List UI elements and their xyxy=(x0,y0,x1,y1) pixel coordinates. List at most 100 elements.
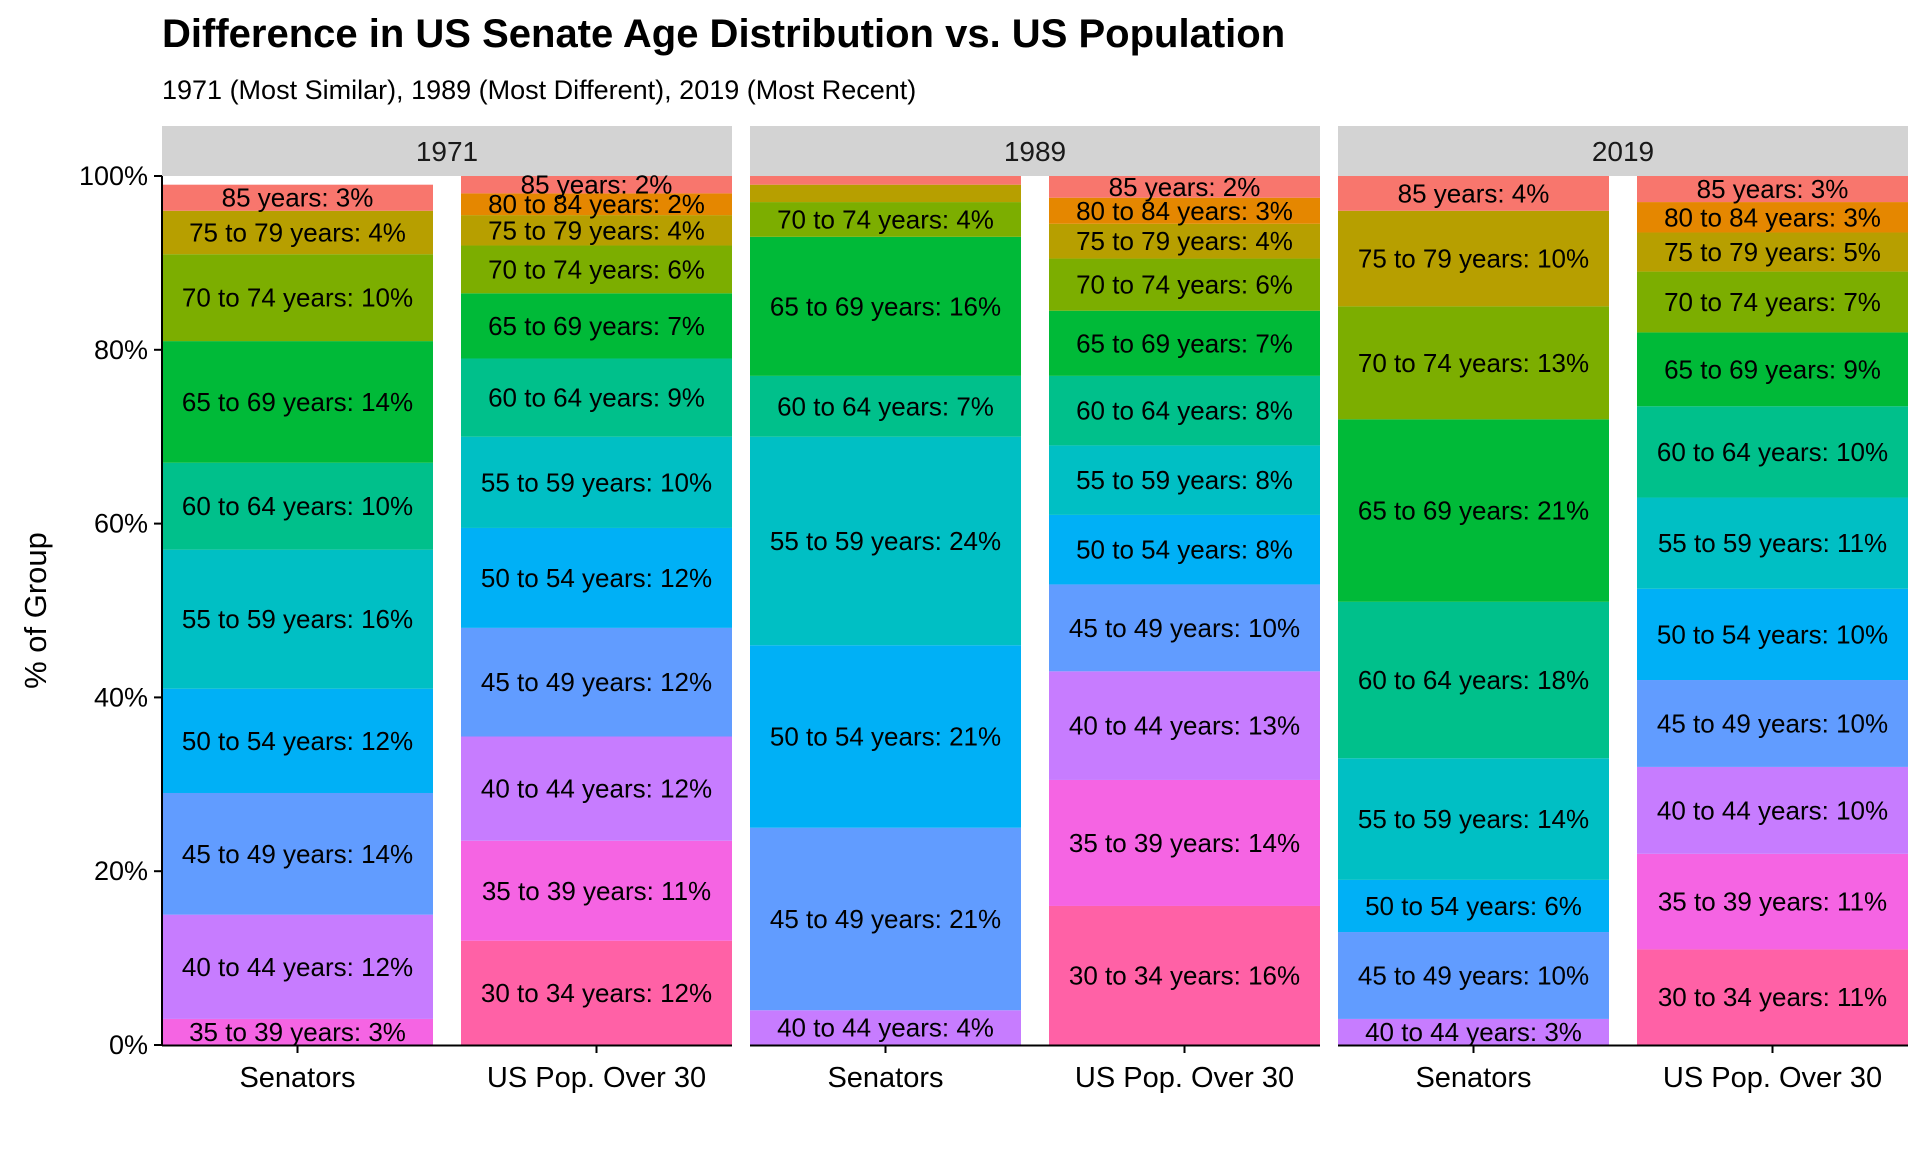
bar-segment xyxy=(1637,680,1908,767)
bar-segment xyxy=(162,549,433,689)
segment-label: 80 to 84 years: 3% xyxy=(1076,196,1293,226)
segment-label: 85 years: 2% xyxy=(521,170,673,200)
bar-segment xyxy=(1637,176,1908,203)
x-tick-label: Senators xyxy=(827,1062,943,1094)
segment-label: 85 years: 3% xyxy=(222,183,374,213)
segment-label: 80 to 84 years: 2% xyxy=(488,189,705,219)
bar-segment xyxy=(1637,588,1908,681)
segment-label: 40 to 44 years: 4% xyxy=(777,1013,994,1043)
bar-segment xyxy=(750,184,1021,203)
segment-label: 35 to 39 years: 11% xyxy=(482,876,711,906)
segment-label: 60 to 64 years: 8% xyxy=(1076,396,1293,426)
bar-segment xyxy=(1338,1018,1609,1045)
bar-segment xyxy=(461,358,732,437)
chart-title: Difference in US Senate Age Distribution… xyxy=(162,12,1286,56)
chart-subtitle: 1971 (Most Similar), 1989 (Most Differen… xyxy=(162,75,917,105)
bar-segment xyxy=(1049,197,1320,224)
segment-label: 40 to 44 years: 10% xyxy=(1657,795,1888,825)
bar-segment xyxy=(1049,445,1320,515)
bar-segment xyxy=(1637,202,1908,233)
segment-label: 55 to 59 years: 10% xyxy=(481,467,712,497)
bar-segment xyxy=(1049,375,1320,446)
bar-segment xyxy=(1637,766,1908,854)
segment-label: 75 to 79 years: 4% xyxy=(1076,226,1293,256)
bar-segment xyxy=(1338,758,1609,880)
y-tick-label: 0% xyxy=(109,1030,148,1060)
segment-label: 50 to 54 years: 12% xyxy=(481,563,712,593)
bar-senators: 40 to 44 years: 4% 45 to 49 years: 21% 50 … xyxy=(750,176,1021,1045)
segment-label: 50 to 54 years: 8% xyxy=(1076,535,1293,565)
bar-segment xyxy=(1049,905,1320,1045)
bar-segment xyxy=(1049,223,1320,259)
segment-label: 60 to 64 years: 18% xyxy=(1358,665,1589,695)
segment-label: 70 to 74 years: 7% xyxy=(1664,287,1881,317)
bar-segment xyxy=(162,184,433,211)
bar-segment xyxy=(461,293,732,359)
bar-segment xyxy=(162,792,433,915)
segment-label: 60 to 64 years: 10% xyxy=(182,491,413,521)
segment-label: 30 to 34 years: 11% xyxy=(1658,982,1887,1012)
bar-segment xyxy=(162,254,433,342)
segment-label: 55 to 59 years: 11% xyxy=(1658,528,1887,558)
bar-segment xyxy=(1637,332,1908,407)
segment-label: 50 to 54 years: 12% xyxy=(182,726,413,756)
bar-segment xyxy=(1049,779,1320,906)
bar-segment xyxy=(461,940,732,1045)
segment-label: 70 to 74 years: 6% xyxy=(488,254,705,284)
bar-segment xyxy=(1049,176,1320,198)
facet-strip xyxy=(162,126,732,176)
bar-segment xyxy=(461,527,732,628)
segment-label: 75 to 79 years: 4% xyxy=(189,217,406,247)
bar-segment xyxy=(1049,584,1320,672)
bar-segment xyxy=(1049,671,1320,780)
segment-label: 30 to 34 years: 12% xyxy=(481,978,712,1008)
segment-label: 65 to 69 years: 14% xyxy=(182,387,413,417)
bar-segment xyxy=(162,914,433,1019)
bar-segment xyxy=(1338,601,1609,759)
bar-segment xyxy=(1637,232,1908,272)
bar-segment xyxy=(750,827,1021,1011)
y-tick-label: 60% xyxy=(94,509,148,539)
segment-label: 85 years: 4% xyxy=(1398,178,1550,208)
segment-label: 75 to 79 years: 5% xyxy=(1664,237,1881,267)
segment-label: 45 to 49 years: 10% xyxy=(1657,708,1888,738)
facet-panel-1971: 1971 35 to 39 years: 3% 40 to 44 years: 12… xyxy=(162,126,732,1094)
facet-strip-label: 1971 xyxy=(416,136,478,167)
bar-segment xyxy=(461,627,732,737)
bar-segment xyxy=(1338,879,1609,933)
segment-label: 85 years: 2% xyxy=(1109,172,1261,202)
bar-segment xyxy=(1338,210,1609,307)
y-tick-label: 20% xyxy=(94,856,148,886)
facet-panel-2019: 2019 40 to 44 years: 3% 45 to 49 years: 10… xyxy=(1338,126,1908,1094)
bar-segment xyxy=(162,341,433,463)
x-tick-label: Senators xyxy=(1415,1062,1531,1094)
segment-label: 55 to 59 years: 24% xyxy=(770,526,1001,556)
bar-us-pop-over-30: 30 to 34 years: 12% 35 to 39 years: 11% 40… xyxy=(461,170,732,1045)
facet-strip xyxy=(1338,126,1908,176)
bar-segment xyxy=(1637,949,1908,1045)
bar-segment xyxy=(750,176,1021,185)
segment-label: 50 to 54 years: 10% xyxy=(1657,619,1888,649)
segment-label: 50 to 54 years: 6% xyxy=(1365,891,1582,921)
bar-segment xyxy=(750,236,1021,376)
x-tick-label: US Pop. Over 30 xyxy=(487,1062,706,1094)
segment-label: 75 to 79 years: 4% xyxy=(488,215,705,245)
bar-segment xyxy=(1338,419,1609,602)
bar-segment xyxy=(750,375,1021,437)
bar-segment xyxy=(1637,853,1908,950)
segment-label: 55 to 59 years: 14% xyxy=(1358,804,1589,834)
bar-segment xyxy=(461,840,732,941)
segment-label: 65 to 69 years: 7% xyxy=(1076,328,1293,358)
bar-segment xyxy=(461,176,732,194)
bar-segment xyxy=(1049,514,1320,585)
bar-segment xyxy=(750,1010,1021,1045)
y-tick-label: 80% xyxy=(94,335,148,365)
segment-label: 70 to 74 years: 13% xyxy=(1358,348,1589,378)
bar-segment xyxy=(461,245,732,294)
bar-segment xyxy=(1637,406,1908,498)
x-tick-label: Senators xyxy=(239,1062,355,1094)
bar-segment xyxy=(162,688,433,793)
bar-segment xyxy=(162,210,433,255)
y-tick-label: 100% xyxy=(79,161,148,191)
segment-label: 40 to 44 years: 12% xyxy=(481,774,712,804)
